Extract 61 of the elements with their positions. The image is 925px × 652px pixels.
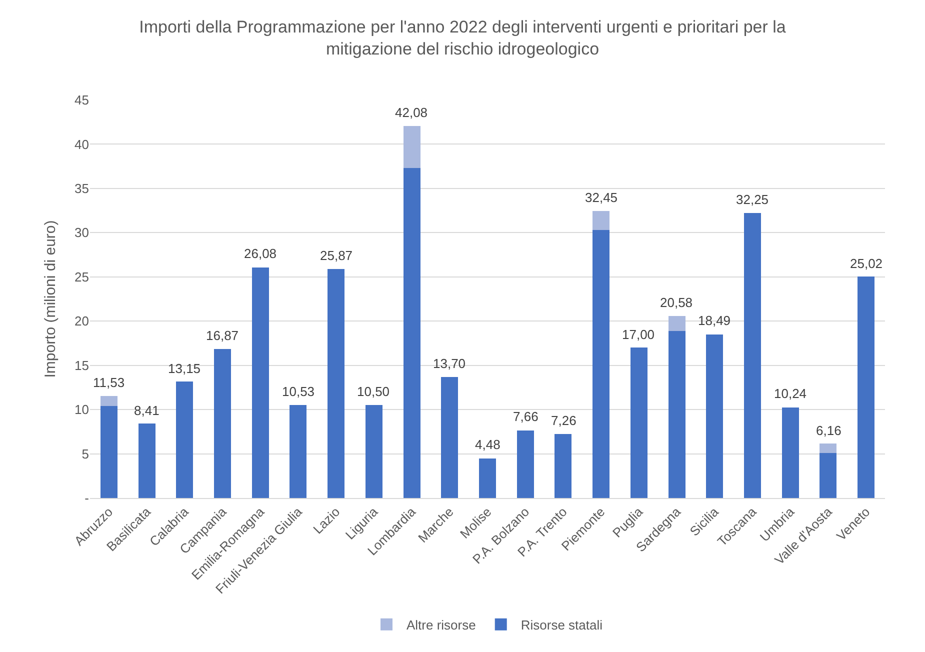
total-label: 10,50 xyxy=(357,384,390,399)
bar xyxy=(138,424,156,498)
bar xyxy=(782,407,799,498)
bar xyxy=(441,376,458,498)
total-label: 13,70 xyxy=(433,356,466,371)
bar xyxy=(328,269,345,498)
bar xyxy=(554,434,572,498)
total-label: 42,08 xyxy=(395,105,428,120)
total-label: 32,45 xyxy=(585,190,618,205)
y-tick-label: - xyxy=(84,490,89,506)
total-label: 7,66 xyxy=(513,409,538,424)
bar xyxy=(592,230,610,498)
y-tick-label: 10 xyxy=(74,402,89,418)
y-axis-title: Importo (milioni di euro) xyxy=(42,220,59,378)
bar xyxy=(706,334,724,498)
total-label: 6,16 xyxy=(816,423,842,438)
y-tick-label: 15 xyxy=(74,358,89,373)
bar xyxy=(820,444,837,453)
total-label: 11,53 xyxy=(93,375,125,390)
bar xyxy=(290,404,307,498)
total-label: 7,26 xyxy=(551,413,576,428)
bar xyxy=(516,430,534,498)
y-tick-label: 25 xyxy=(74,269,89,284)
total-label: 10,24 xyxy=(774,386,807,401)
bar xyxy=(403,126,420,168)
y-tick-label: 20 xyxy=(74,314,89,329)
chart-title: Importi della Programmazione per l'anno 2022 degli interventi urgenti e prioritari per la mitigazione del rischio idrogeologico xyxy=(139,18,786,59)
bar xyxy=(100,406,118,498)
legend-label: Altre risorse xyxy=(406,617,476,632)
bar xyxy=(820,452,837,498)
bar xyxy=(744,212,762,498)
y-tick-label: 45 xyxy=(74,92,89,108)
total-label: 13,15 xyxy=(168,361,201,376)
bar xyxy=(858,276,875,498)
total-label: 17,00 xyxy=(622,327,655,342)
bar xyxy=(630,348,648,498)
y-tick-label: 40 xyxy=(74,136,89,152)
bar xyxy=(668,330,686,498)
bar xyxy=(252,267,269,498)
legend-label: Risorse statali xyxy=(520,617,603,632)
total-label: 4,48 xyxy=(475,437,500,452)
bar xyxy=(214,348,232,498)
bar xyxy=(403,168,420,498)
total-label: 26,08 xyxy=(244,246,277,261)
total-label: 8,41 xyxy=(134,403,160,418)
bar xyxy=(100,396,118,406)
total-label: 25,02 xyxy=(850,256,883,271)
y-tick-label: 30 xyxy=(74,225,89,240)
total-label: 10,53 xyxy=(282,384,315,399)
y-tick-label: 35 xyxy=(74,180,89,196)
bar xyxy=(668,316,686,331)
total-label: 32,25 xyxy=(736,192,769,207)
total-label: 20,58 xyxy=(660,295,693,310)
total-label: 25,87 xyxy=(320,248,353,263)
y-tick-label: 5 xyxy=(82,446,89,462)
total-label: 16,87 xyxy=(206,328,239,343)
bar xyxy=(478,458,496,498)
bar xyxy=(176,382,194,498)
bar xyxy=(365,405,382,498)
total-label: 18,49 xyxy=(698,313,731,328)
bar xyxy=(592,211,610,230)
